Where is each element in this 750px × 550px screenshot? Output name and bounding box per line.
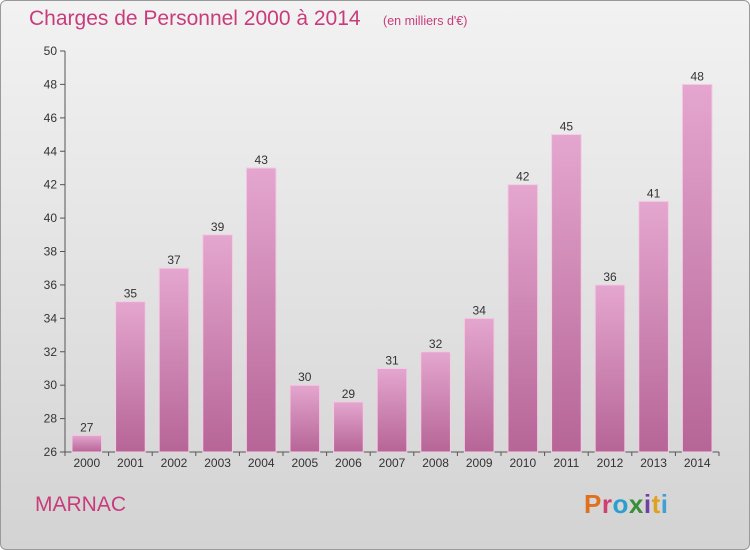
commune-name: MARNAC [35, 493, 127, 516]
bar-2000 [71, 434, 103, 453]
x-tick-label: 2009 [466, 456, 493, 470]
data-label: 31 [385, 353, 399, 367]
x-tick-label: 2002 [161, 456, 188, 470]
y-tick-label: 42 [44, 178, 58, 192]
x-tick-label: 2014 [684, 456, 711, 470]
data-label: 42 [516, 170, 530, 184]
y-tick-label: 30 [44, 378, 58, 392]
x-tick-label: 2006 [335, 456, 362, 470]
data-label: 30 [298, 370, 312, 384]
chart-labels: 2000 27 2001 35 2002 37 2003 39 2004 43 2005 30 2006… [73, 69, 710, 470]
x-tick-label: 2013 [640, 456, 667, 470]
x-tick-label: 2007 [379, 456, 406, 470]
data-label: 37 [167, 253, 181, 267]
x-tick-label: 2012 [597, 456, 624, 470]
chart-title: Charges de Personnel 2000 à 2014 [29, 7, 361, 30]
data-label: 48 [691, 69, 705, 83]
data-label: 32 [429, 337, 443, 351]
chart-bars [71, 83, 713, 453]
logo-letter: i [660, 489, 669, 519]
y-tick-label: 26 [44, 445, 58, 459]
bar-2012 [594, 284, 626, 453]
data-label: 29 [342, 387, 356, 401]
x-tick-label: 2008 [422, 456, 449, 470]
data-label: 41 [647, 186, 661, 200]
data-label: 43 [255, 153, 269, 167]
x-tick-label: 2004 [248, 456, 275, 470]
y-tick-label: 50 [44, 44, 58, 58]
chart-unit-note: (en milliers d'€) [383, 14, 468, 28]
x-tick-label: 2005 [291, 456, 318, 470]
bar-2005 [289, 384, 321, 453]
y-tick-label: 36 [44, 278, 58, 292]
y-tick-label: 46 [44, 111, 58, 125]
bar-2006 [333, 401, 364, 453]
logo-letter: r [601, 489, 613, 519]
data-label: 35 [124, 287, 138, 301]
x-tick-label: 2011 [553, 456, 579, 470]
logo-letter: x [628, 489, 644, 519]
x-tick-label: 2001 [117, 456, 144, 470]
bar-2010 [507, 184, 539, 453]
bar-2011 [551, 134, 582, 453]
data-label: 27 [80, 420, 94, 434]
bar-2014 [681, 83, 713, 453]
bar-2009 [463, 317, 495, 453]
y-tick-label: 34 [44, 311, 58, 325]
x-tick-label: 2003 [204, 456, 231, 470]
logo-letter: t [651, 489, 661, 519]
x-tick-label: 2010 [509, 456, 536, 470]
bar-2008 [420, 351, 451, 453]
bar-2004 [245, 167, 277, 453]
x-tick-label: 2000 [73, 456, 100, 470]
y-tick-label: 44 [44, 144, 58, 158]
data-label: 39 [211, 220, 225, 234]
y-tick-label: 40 [44, 211, 58, 225]
bar-2003 [202, 234, 233, 453]
y-tick-label: 32 [44, 345, 58, 359]
logo-letter: P [584, 489, 602, 519]
bar-2007 [376, 367, 408, 453]
logo-letter: o [612, 489, 629, 519]
chart-title-line: Charges de Personnel 2000 à 2014 (en mil… [29, 7, 467, 31]
data-label: 45 [560, 120, 574, 134]
data-label: 36 [603, 270, 617, 284]
proxiti-logo: Proxiti [584, 489, 668, 520]
y-tick-label: 48 [44, 77, 58, 91]
data-label: 34 [473, 303, 487, 317]
bar-2002 [158, 267, 190, 453]
y-tick-label: 38 [44, 245, 58, 259]
bar-2001 [115, 301, 146, 453]
logo-letter: i [643, 489, 652, 519]
y-tick-label: 28 [44, 412, 58, 426]
bar-2013 [638, 200, 669, 453]
